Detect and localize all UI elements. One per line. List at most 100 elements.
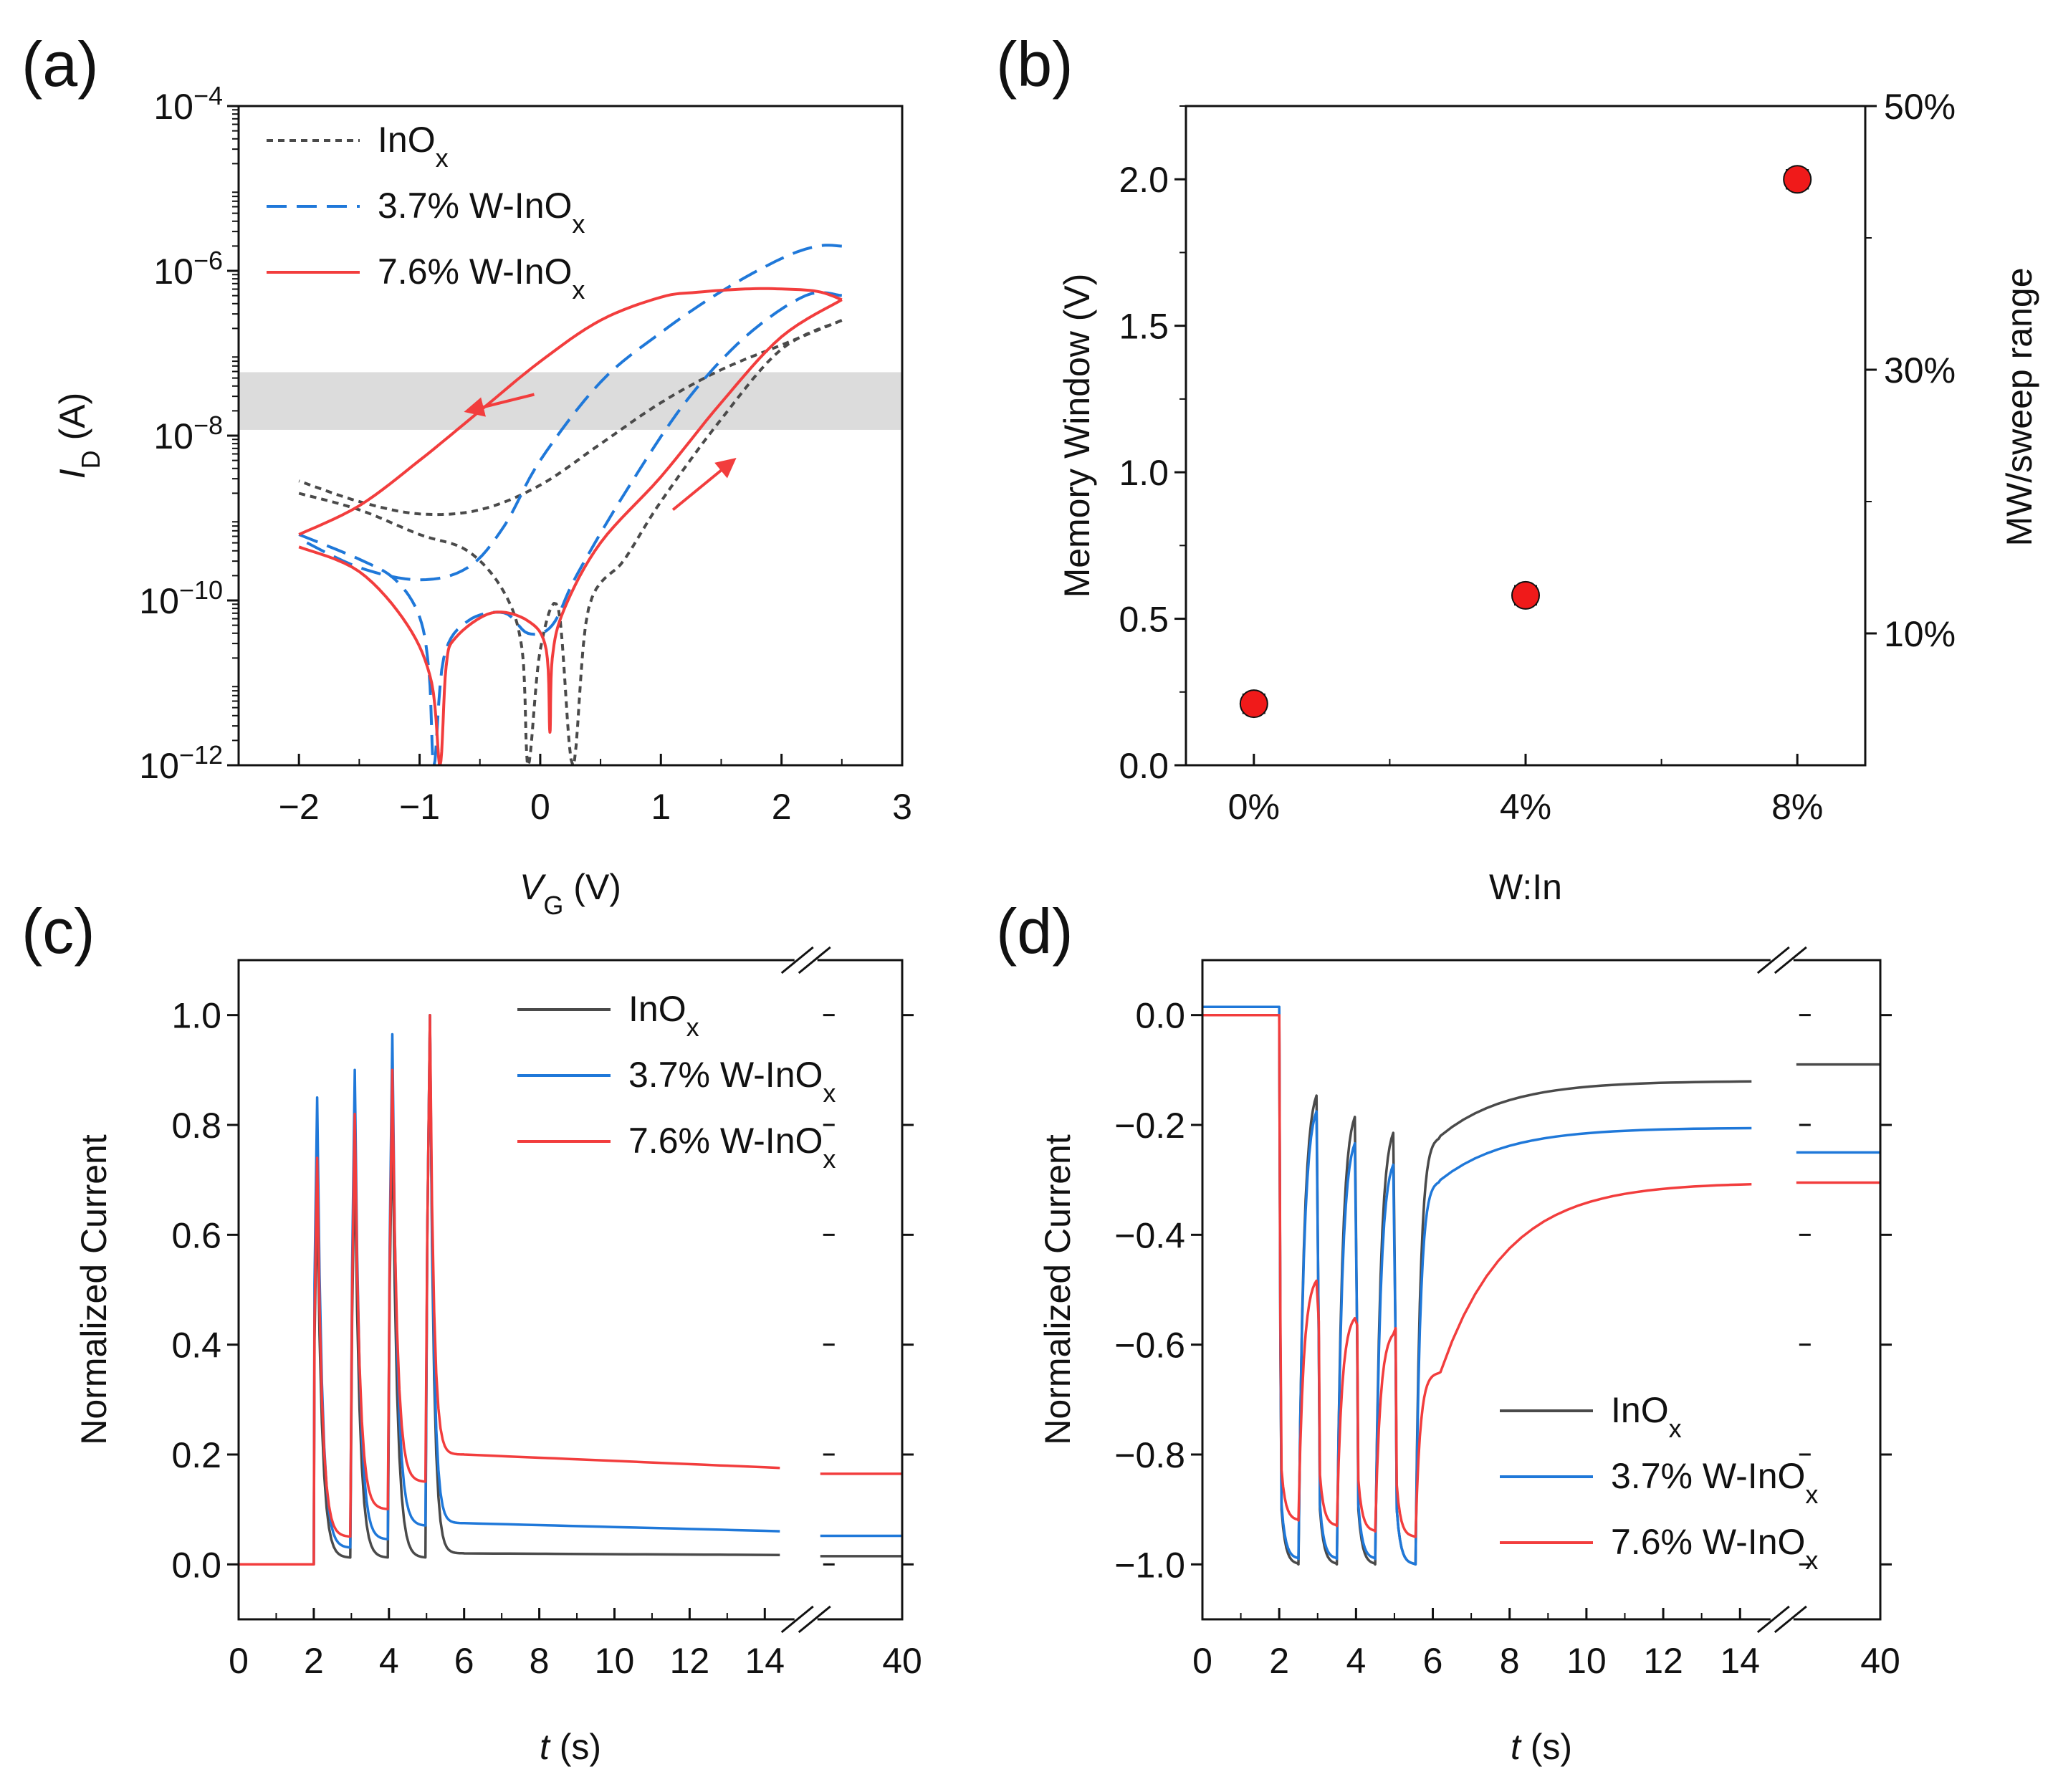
legend-label-d-0-part: InO	[1611, 1390, 1669, 1430]
legend-label-d-2: 7.6% W-InOx	[1611, 1522, 1818, 1575]
x-tick-label-a: −2	[279, 787, 320, 827]
legend-label-c-2-part: x	[823, 1144, 836, 1174]
legend-label-d-1: 3.7% W-InOx	[1611, 1456, 1818, 1509]
y-tick-label: 0.2	[171, 1435, 221, 1475]
legend-label-a-1-part: 3.7% W-InO	[378, 186, 572, 226]
y-tick-label: 0.0	[1135, 996, 1185, 1036]
y-tick-label-a-part: −4	[193, 81, 223, 110]
data-point-0	[1239, 689, 1268, 719]
x-tick-label: 8	[530, 1641, 550, 1681]
plot-area	[239, 1013, 780, 1566]
x-axis-title: t (s)	[1511, 1727, 1572, 1767]
x-tick-label-a: 1	[651, 787, 671, 827]
x-tick-label: 10	[595, 1641, 635, 1681]
y-tick-label-b: 0.5	[1119, 600, 1169, 640]
x-tick-label-b: 0%	[1228, 787, 1280, 827]
y-axis-title-b: Memory Window (V)	[1057, 274, 1097, 598]
x-axis-title-b: W:In	[1489, 867, 1562, 907]
x-axis-title: t (s)	[540, 1727, 601, 1767]
legend-label-a-0-part: InO	[378, 120, 436, 160]
plot-area	[1202, 1005, 1752, 1566]
axis-break-mark	[1756, 946, 1790, 974]
x-tick-label-a: −1	[399, 787, 440, 827]
series-2-backward	[298, 287, 843, 536]
x-axis-title-part: (s)	[550, 1727, 601, 1767]
series-1-curve	[1202, 1005, 1752, 1566]
x-tick-label: 4	[1346, 1641, 1366, 1681]
x-tick-label: 14	[745, 1641, 785, 1681]
legend-label-d-0-part: x	[1669, 1414, 1682, 1443]
panel-label-c: (c)	[21, 896, 95, 967]
x-axis-title-a-part: G	[543, 891, 563, 920]
sweep-arrow-1	[671, 457, 737, 512]
x-tick-label-b: 8%	[1771, 787, 1823, 827]
axis-break-mark	[1774, 946, 1807, 974]
legend-label-c-0: InOx	[628, 989, 699, 1042]
x-axis-title-part: t	[540, 1727, 551, 1767]
series-1-backward	[298, 244, 842, 582]
x-tick-label: 2	[1269, 1641, 1289, 1681]
x-tick-label: 2	[304, 1641, 324, 1681]
y-tick-label-a: 10−6	[153, 246, 223, 292]
x-tick-label-a: 3	[892, 787, 912, 827]
y2-axis-title-b: MW/sweep range	[1999, 267, 2039, 546]
y-axis-title-a-part: I	[52, 469, 92, 479]
y-tick-label-a: 10−4	[153, 81, 223, 128]
axis-break-mark	[780, 946, 814, 974]
legend-label-d-0: InOx	[1611, 1390, 1682, 1443]
y-axis-title: Normalized Current	[1038, 1134, 1078, 1445]
x-axis-title-part: (s)	[1521, 1727, 1572, 1767]
panel-label-a: (a)	[21, 29, 99, 100]
y-tick-label: −0.4	[1114, 1215, 1185, 1255]
legend-label-a-0-part: x	[436, 143, 449, 173]
y-tick-label-a: 10−10	[139, 575, 223, 622]
axes-frame	[1201, 959, 1882, 1621]
axis-break-mark	[798, 1605, 831, 1634]
legend-label-c-1-part: x	[823, 1078, 836, 1108]
x-tick-label: 6	[454, 1641, 474, 1681]
y-tick-label-a-part: −6	[193, 246, 223, 275]
x-tick-label-b: 4%	[1500, 787, 1551, 827]
y-tick-label-a-part: 10	[153, 251, 193, 292]
legend-label-a-2-part: 7.6% W-InO	[378, 251, 572, 292]
y-tick-label-a-part: 10	[139, 746, 179, 786]
y2-tick-label-b: 10%	[1884, 614, 1956, 654]
data-point-2	[1783, 165, 1812, 194]
y-tick-label: −0.6	[1114, 1326, 1185, 1366]
panel-b-memory-window: (b) 0% 4% 8% 0.0 0.5 1.0 1.5 2.0 10% 30% 50% W:In Mem…	[996, 29, 2039, 907]
x-tick-label: 0	[229, 1641, 249, 1681]
y-tick-label-a-part: −10	[179, 575, 223, 605]
y-tick-label-b: 2.0	[1119, 160, 1169, 200]
y-tick-label-a-part: −8	[193, 411, 223, 440]
y-tick-label-a-part: 10	[153, 416, 193, 456]
y-tick-label: 0.4	[171, 1326, 221, 1366]
series-2-forward	[298, 298, 843, 765]
y-tick-label-a-part: −12	[179, 740, 223, 770]
legend-label-d-1-part: 3.7% W-InO	[1611, 1456, 1805, 1496]
legend-label-c-2: 7.6% W-InOx	[628, 1121, 836, 1174]
x-tick-label-a: 2	[772, 787, 792, 827]
y-tick-label: −0.2	[1114, 1106, 1185, 1146]
shaded-band	[239, 372, 902, 430]
y-tick-label-a: 10−12	[139, 740, 223, 787]
legend-label-c-1-part: 3.7% W-InO	[628, 1055, 823, 1095]
x-tick-label: 4	[379, 1641, 399, 1681]
legend-label-c-2-part: 7.6% W-InO	[628, 1121, 823, 1161]
y-tick-label-a: 10−8	[153, 411, 223, 457]
panel-label-b: (b)	[996, 29, 1073, 100]
y-tick-label-b: 0.0	[1119, 746, 1169, 786]
legend-label-c-0-part: x	[686, 1012, 699, 1042]
legend-label-d-2-part: x	[1805, 1546, 1818, 1575]
legend-label-c-1: 3.7% W-InOx	[628, 1055, 836, 1108]
sweep-arrow-0	[464, 393, 535, 417]
series-1-curve	[239, 1013, 780, 1566]
legend-label-a-2-part: x	[572, 275, 585, 305]
y-tick-label: 0.8	[171, 1106, 221, 1146]
x-tick-label: 0	[1192, 1641, 1212, 1681]
axis-break-mark	[1774, 1605, 1807, 1634]
x-axis-title-a-part: (V)	[563, 867, 621, 907]
x-axis-title-part: t	[1511, 1727, 1522, 1767]
x-axis-title-a: VG (V)	[520, 867, 621, 920]
series-0-curve	[239, 1013, 780, 1566]
